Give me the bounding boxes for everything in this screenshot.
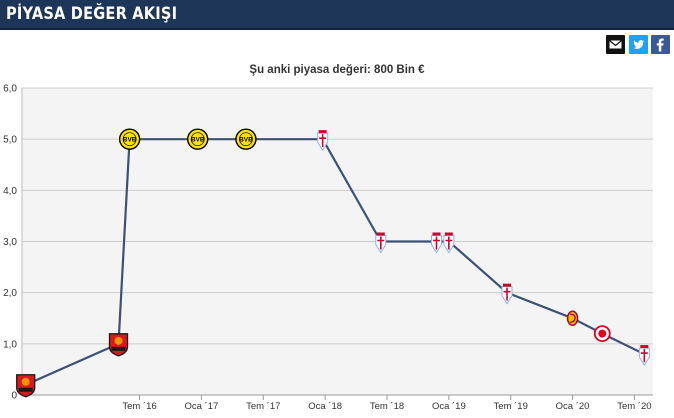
- data-point-olympiacos: [593, 325, 611, 343]
- fcn-crest-sun: [114, 336, 123, 345]
- facebook-icon: [656, 38, 664, 52]
- celta-crest-crown: [376, 232, 385, 236]
- y-tick-label: 1,0: [3, 339, 17, 350]
- galatasaray-crest-mark: [570, 313, 576, 323]
- bvb-crest-ring: [239, 132, 253, 147]
- celta-crest-cross: [503, 287, 511, 301]
- data-point-borussia-dortmund: BVB: [235, 128, 257, 150]
- x-tick-label: Oca ´18: [308, 401, 342, 412]
- x-tick-label: Tem ´19: [494, 401, 528, 412]
- y-tick-label: 6,0: [3, 84, 17, 95]
- celta-crest-crown: [444, 232, 453, 236]
- page-header: PİYASA DEĞER AKIŞI: [0, 0, 674, 30]
- x-tick-label: Oca ´19: [432, 401, 466, 412]
- y-tick-label: 0: [11, 391, 17, 402]
- bvb-crest-lettering: BVB: [239, 137, 253, 144]
- celta-crest-crown: [432, 232, 441, 236]
- celta-crest-cross: [377, 236, 385, 250]
- data-point-borussia-dortmund: BVB: [186, 128, 209, 150]
- y-tick-label: 4,0: [3, 186, 17, 197]
- data-point-galatasaray: [566, 310, 579, 326]
- page-title: PİYASA DEĞER AKIŞI: [6, 4, 178, 24]
- data-point-borussia-dortmund: BVB: [118, 128, 141, 150]
- chart-title: Şu anki piyasa değeri: 800 Bin €: [249, 64, 425, 76]
- olympiacos-crest-center: [598, 329, 607, 338]
- share-twitter-button[interactable]: [629, 35, 648, 54]
- x-tick-label: Tem ´18: [370, 401, 404, 412]
- fcn-crest-sun: [21, 377, 30, 386]
- bvb-crest-ring: [122, 132, 137, 147]
- x-tick-label: Oca ´20: [556, 401, 590, 412]
- data-point-celta-vigo: [638, 345, 650, 367]
- celta-crest-cross: [432, 236, 440, 250]
- twitter-icon: [633, 40, 645, 49]
- galatasaray-crest-icon: [566, 310, 579, 326]
- celta-crest-crown: [640, 345, 649, 349]
- share-facebook-button[interactable]: [651, 35, 670, 54]
- celta-crest-cross: [445, 236, 453, 250]
- data-point-celta-vigo: [501, 283, 513, 305]
- fcn-crest-band: [111, 346, 126, 351]
- bvb-crest-ring: [190, 132, 205, 147]
- fcn-crest-band: [18, 387, 33, 392]
- celta-crest-cross: [319, 134, 327, 148]
- x-tick-label: Tem ´16: [122, 401, 156, 412]
- data-point-celta-vigo: [317, 130, 329, 152]
- bvb-crest-lettering: BVB: [191, 137, 205, 144]
- bvb-crest-icon: [118, 128, 141, 150]
- data-point-fc-nordsjaelland: [108, 333, 129, 357]
- celta-crest-cross: [640, 349, 648, 363]
- data-point-celta-vigo: [430, 232, 442, 254]
- data-point-celta-vigo: [375, 232, 387, 254]
- data-point-celta-vigo: [443, 232, 455, 254]
- bvb-crest-icon: [235, 128, 257, 150]
- data-point-fc-nordsjaelland: [16, 374, 36, 398]
- celta-crest-crown: [503, 283, 512, 287]
- y-tick-label: 5,0: [3, 135, 17, 146]
- y-tick-label: 3,0: [3, 237, 17, 248]
- x-tick-label: Tem ´20: [617, 401, 651, 412]
- envelope-icon: [609, 40, 622, 49]
- bvb-crest-lettering: BVB: [123, 137, 137, 144]
- y-tick-label: 2,0: [3, 288, 17, 299]
- x-tick-label: Oca ´17: [185, 401, 219, 412]
- x-tick-label: Tem ´17: [246, 401, 280, 412]
- bvb-crest-icon: [186, 128, 209, 150]
- celta-crest-crown: [318, 130, 327, 134]
- share-email-button[interactable]: [606, 35, 625, 54]
